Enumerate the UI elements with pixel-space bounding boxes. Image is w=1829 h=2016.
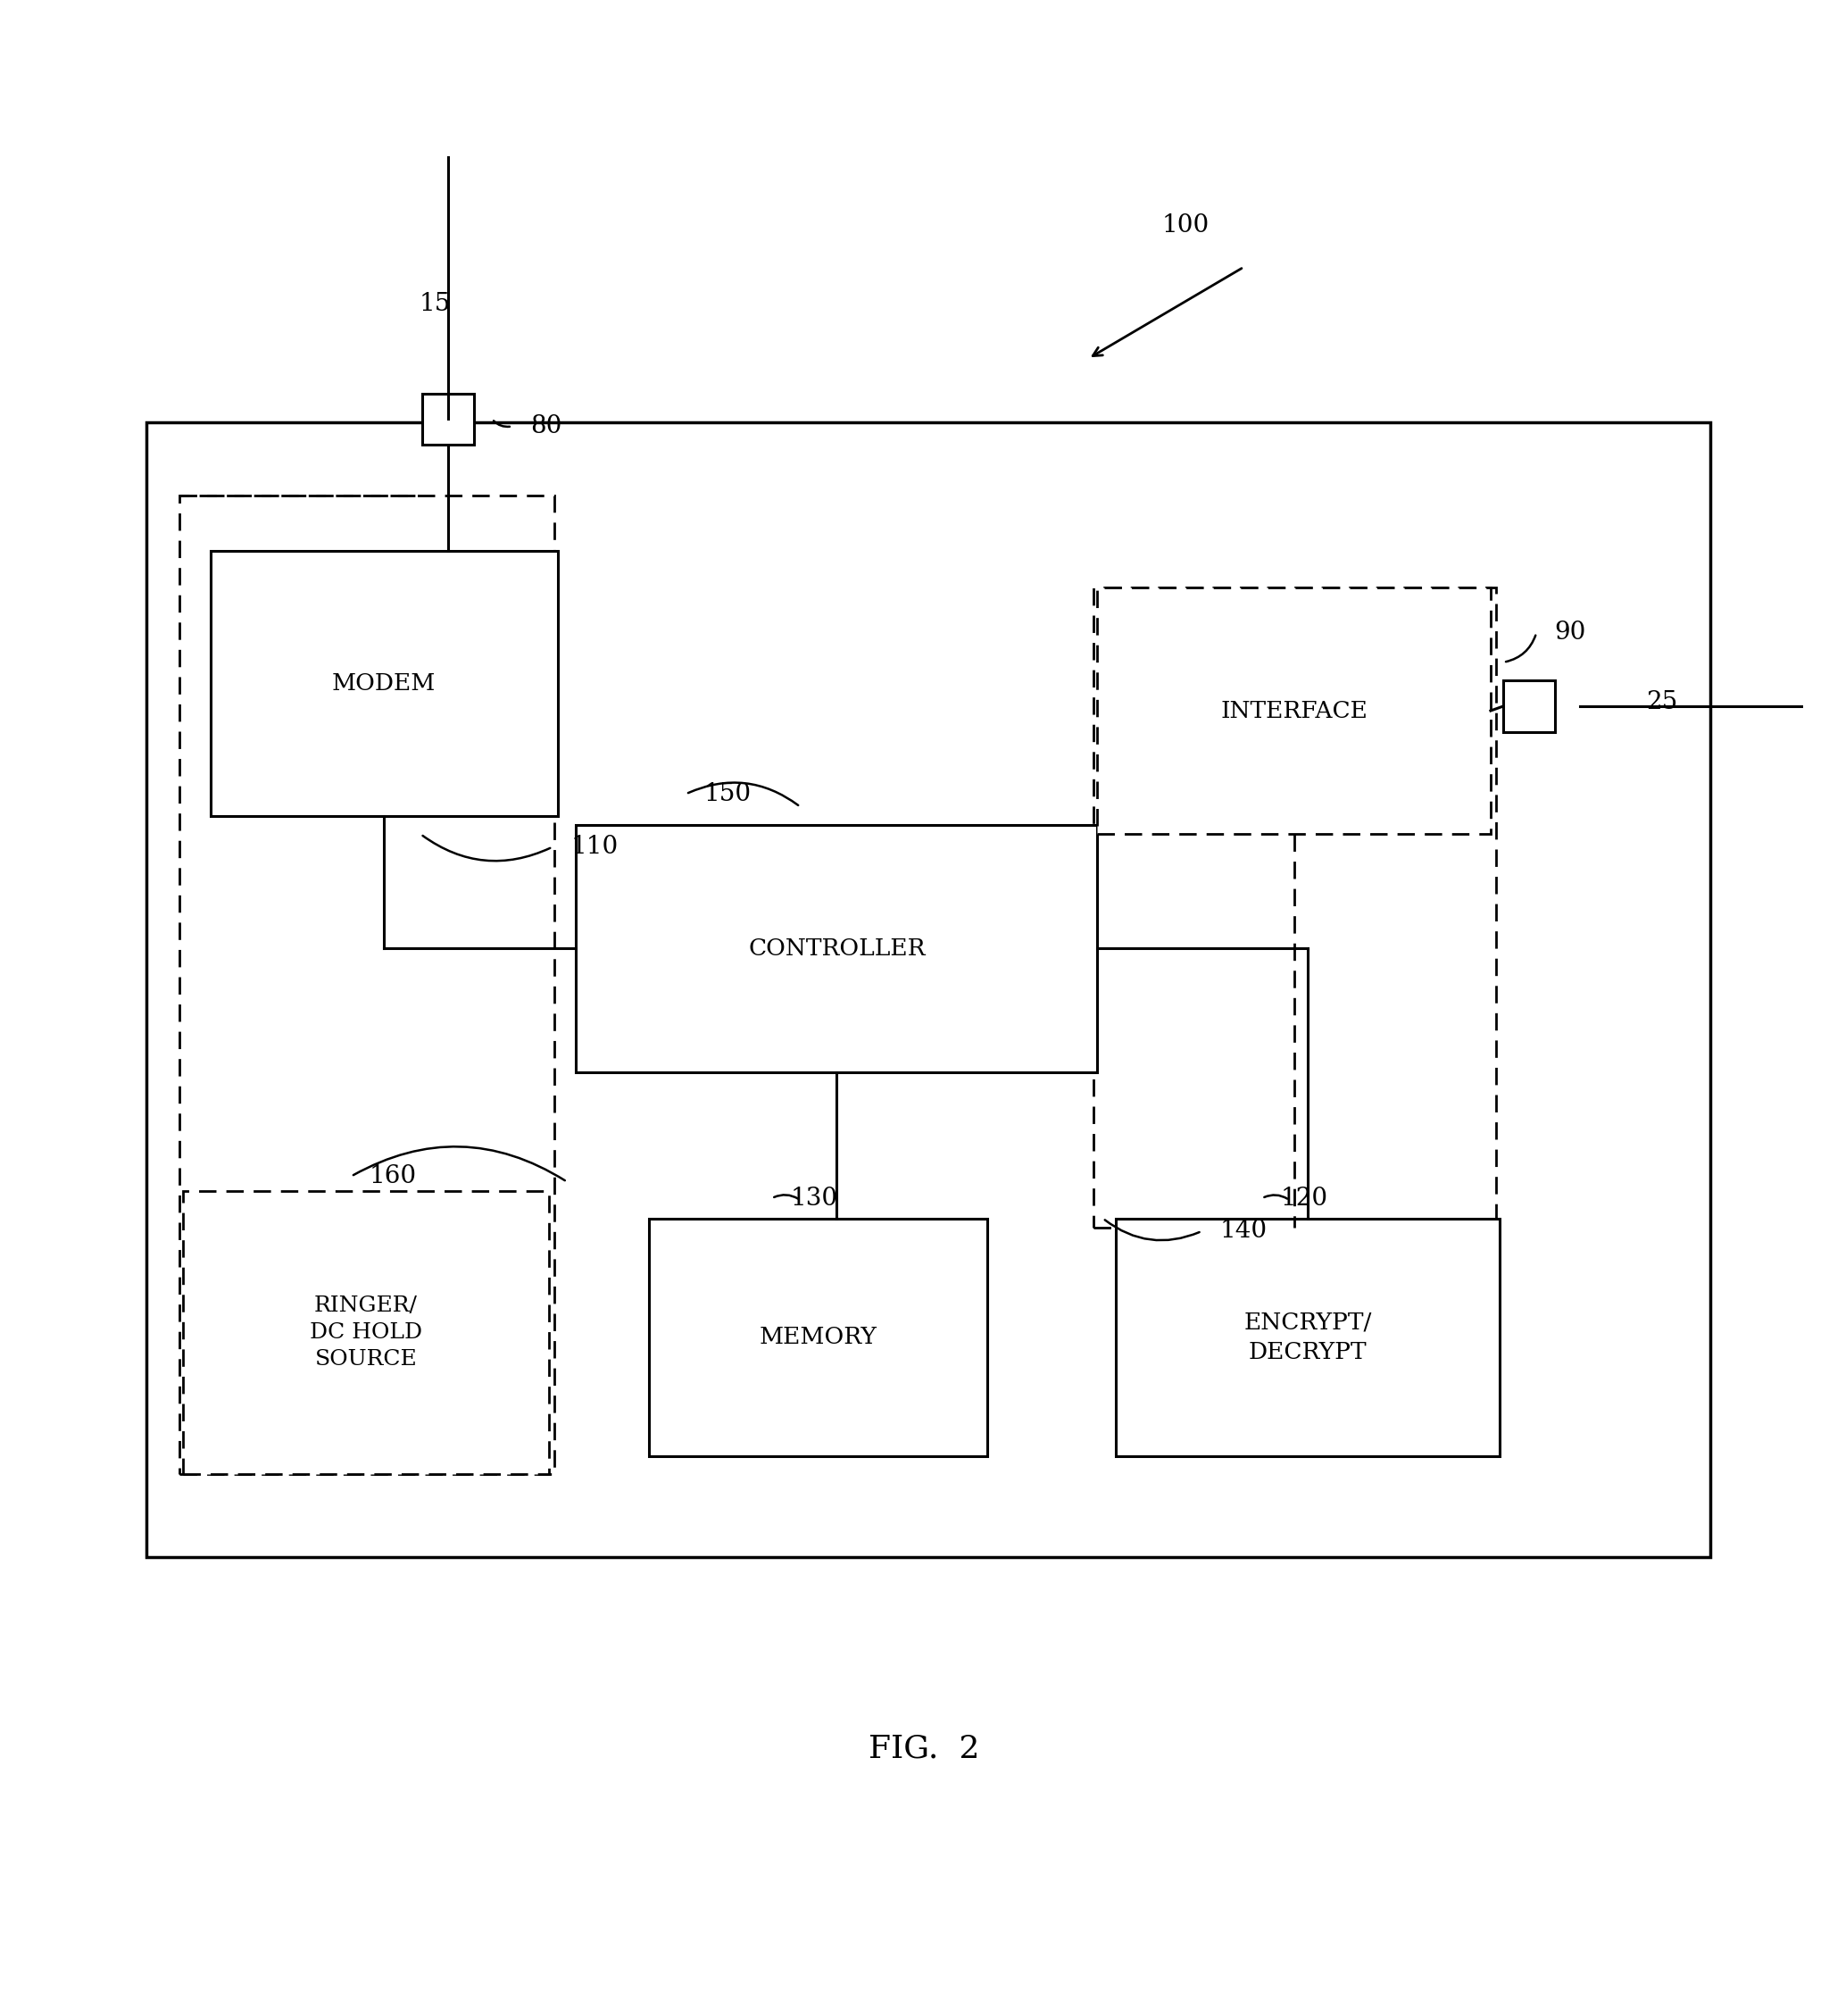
Bar [179, 496, 554, 1474]
Text: 25: 25 [1646, 689, 1677, 714]
Text: ENCRYPT/
DECRYPT: ENCRYPT/ DECRYPT [1244, 1310, 1372, 1363]
Text: RINGER/
DC HOLD
SOURCE: RINGER/ DC HOLD SOURCE [309, 1296, 422, 1371]
Text: 15: 15 [419, 292, 452, 317]
Text: MEMORY: MEMORY [759, 1327, 878, 1349]
Text: 120: 120 [1280, 1185, 1328, 1210]
Text: INTERFACE: INTERFACE [1220, 700, 1368, 722]
Text: CONTROLLER: CONTROLLER [748, 937, 925, 960]
Bar [1097, 587, 1491, 835]
Text: 80: 80 [530, 413, 562, 437]
Bar [1503, 681, 1555, 732]
Bar [576, 825, 1097, 1073]
Bar [422, 393, 474, 446]
Bar [1094, 587, 1496, 1228]
Text: 130: 130 [790, 1185, 838, 1210]
Bar [649, 1218, 988, 1456]
Text: 150: 150 [704, 782, 752, 806]
Bar [183, 1191, 549, 1474]
Bar [1116, 1218, 1500, 1456]
Text: 140: 140 [1220, 1220, 1267, 1244]
Text: FIG.  2: FIG. 2 [869, 1734, 979, 1764]
Text: 100: 100 [1161, 214, 1209, 238]
Bar [146, 423, 1710, 1556]
Text: 160: 160 [369, 1165, 417, 1187]
Text: MODEM: MODEM [333, 671, 435, 694]
Text: 110: 110 [571, 835, 618, 859]
Bar [210, 550, 558, 816]
Text: 90: 90 [1555, 621, 1586, 645]
